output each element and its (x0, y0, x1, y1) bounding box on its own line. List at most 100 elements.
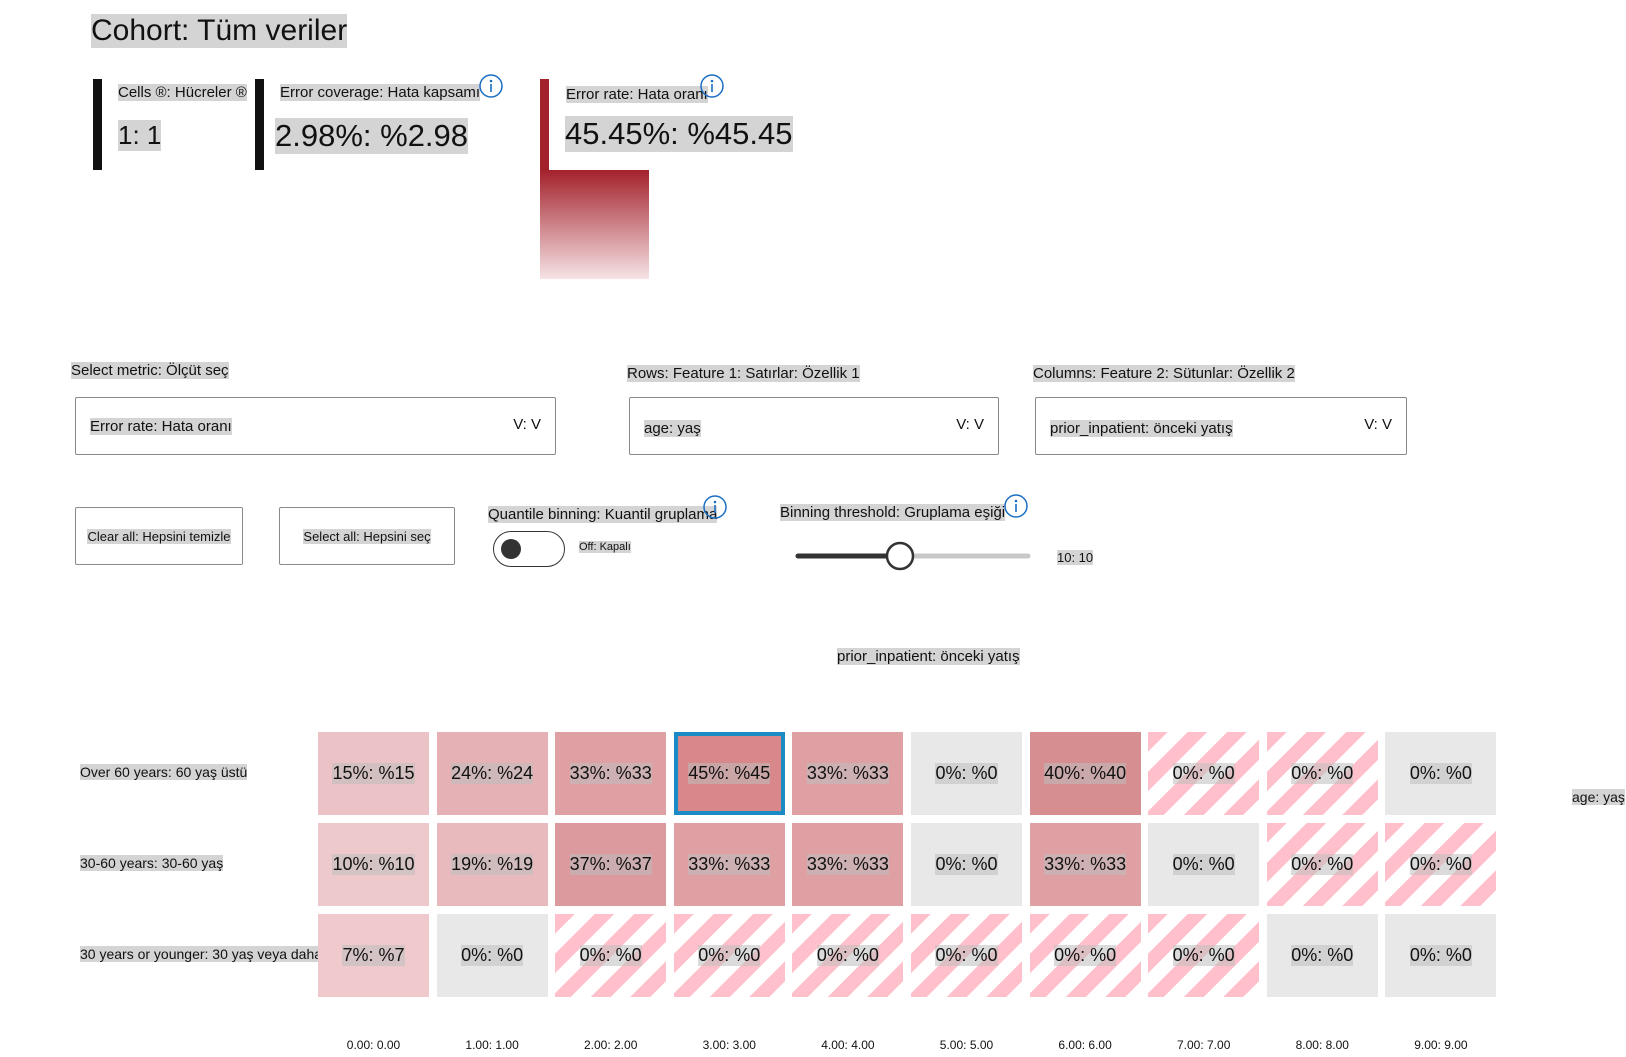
cell-text: 0%: %0 (579, 945, 642, 966)
info-icon[interactable] (699, 73, 725, 99)
rows-dropdown[interactable]: age: yaş V: V (629, 397, 999, 455)
cell-text: 0%: %0 (1409, 854, 1472, 875)
heatmap-cell[interactable]: 0%: %0 (1148, 823, 1260, 906)
toggle[interactable] (493, 531, 565, 567)
cell-text: 0%: %0 (1291, 945, 1354, 966)
column-label: 3.00: 3.00 (702, 1038, 756, 1052)
cell-text: 33%: %33 (1044, 854, 1127, 875)
column-label: 8.00: 8.00 (1295, 1038, 1349, 1052)
heatmap-cell[interactable]: 19%: %19 (436, 823, 548, 906)
heatmap-cell[interactable]: 0%: %0 (1266, 914, 1378, 997)
info-icon[interactable] (702, 494, 728, 520)
cell-text: 0%: %0 (1054, 945, 1117, 966)
cell-text: 33%: %33 (806, 854, 889, 875)
metric-value: 1: 1 (118, 120, 162, 151)
cell-text: 15%: %15 (332, 763, 415, 784)
button-label: Clear all: Hepsini temizle (87, 528, 231, 544)
column-label: 0.00: 0.00 (346, 1038, 401, 1052)
heatmap-cell[interactable]: 0%: %0 (1148, 914, 1260, 997)
heatmap-cell[interactable]: 10%: %10 (318, 823, 429, 906)
cell-text: 24%: %24 (451, 763, 534, 784)
heatmap-cell[interactable]: 15%: %15 (318, 732, 429, 815)
heatmap-cell[interactable]: 0%: %0 (1266, 732, 1378, 815)
heatmap-cell[interactable]: 45%: %45 (673, 732, 785, 815)
column-label: 5.00: 5.00 (939, 1038, 994, 1052)
metric-bar (93, 79, 102, 170)
info-icon[interactable] (478, 73, 504, 99)
heatmap-cell[interactable]: 7%: %7 (318, 914, 429, 997)
row-label: 30 years or younger: 30 yaş veya daha ge… (80, 946, 357, 962)
cell-text: 37%: %37 (569, 854, 652, 875)
heatmap-cell[interactable]: 0%: %0 (1029, 914, 1141, 997)
heatmap-cell[interactable]: 33%: %33 (792, 823, 904, 906)
heatmap-cell[interactable]: 33%: %33 (555, 732, 667, 815)
heatmap-cell[interactable]: 0%: %0 (1385, 732, 1497, 815)
cell-text: 10%: %10 (332, 854, 415, 875)
cell-text: 40%: %40 (1044, 763, 1127, 784)
cell-text: 0%: %0 (1409, 763, 1472, 784)
metric-bar (540, 79, 549, 170)
cell-text: 33%: %33 (569, 763, 652, 784)
clear-all-button[interactable]: Clear all: Hepsini temizle (75, 507, 243, 565)
toggle-label: Quantile binning: Kuantil gruplama (488, 506, 718, 523)
cell-text: 0%: %0 (1172, 854, 1235, 875)
metric-label: Error coverage: Hata kapsamı (280, 84, 481, 101)
heatmap-cell[interactable]: 0%: %0 (1385, 823, 1497, 906)
metric-bar (255, 79, 264, 170)
cell-text: 45%: %45 (688, 763, 771, 784)
cell-text: 0%: %0 (816, 945, 879, 966)
cell-text: 0%: %0 (1291, 854, 1354, 875)
column-label: 4.00: 4.00 (821, 1038, 875, 1052)
row-label: 30-60 years: 30-60 yaş (80, 855, 224, 871)
heatmap-cell[interactable]: 0%: %0 (555, 914, 667, 997)
heatmap-cell[interactable]: 0%: %0 (1148, 732, 1260, 815)
heatmap-cell[interactable]: 0%: %0 (792, 914, 904, 997)
heatmap-cell[interactable]: 0%: %0 (1385, 914, 1497, 997)
column-label: 7.00: 7.00 (1176, 1038, 1231, 1052)
heatmap-cell[interactable]: 0%: %0 (911, 914, 1022, 997)
info-icon[interactable] (1003, 493, 1029, 519)
heatmap-cell[interactable]: 0%: %0 (911, 732, 1022, 815)
heatmap-cell[interactable]: 37%: %37 (555, 823, 667, 906)
heatmap-cell[interactable]: 24%: %24 (436, 732, 548, 815)
select-all-button[interactable]: Select all: Hepsini seç (279, 507, 455, 565)
dropdown-label: Rows: Feature 1: Satırlar: Özellik 1 (627, 365, 860, 382)
heatmap-cell[interactable]: 0%: %0 (673, 914, 785, 997)
heatmap-cell[interactable]: 33%: %33 (673, 823, 785, 906)
cell-text: 0%: %0 (698, 945, 761, 966)
row-feature: age: yaş (1572, 789, 1625, 805)
chevron: V: V (513, 416, 541, 433)
cell-text: 0%: %0 (461, 945, 524, 966)
dropdown-value: Error rate: Hata oranı (90, 418, 232, 435)
cohort-title: Cohort: Tüm veriler (91, 14, 348, 48)
heatmap-cell[interactable]: 33%: %33 (792, 732, 904, 815)
cell-text: 0%: %0 (935, 854, 998, 875)
cell-text: 33%: %33 (806, 763, 889, 784)
heatmap-cell[interactable]: 33%: %33 (1029, 823, 1141, 906)
cell-text: 0%: %0 (935, 945, 998, 966)
heatmap-cell[interactable]: 40%: %40 (1029, 732, 1141, 815)
column-label: 6.00: 6.00 (1058, 1038, 1112, 1052)
cell-text: 0%: %0 (1172, 763, 1235, 784)
chevron: V: V (1364, 416, 1392, 433)
column-label: 2.00: 2.00 (583, 1038, 638, 1052)
toggle-knob (501, 539, 521, 559)
cell-text: 7%: %7 (342, 945, 405, 966)
column-label: 9.00: 9.00 (1414, 1038, 1468, 1052)
columns-dropdown[interactable]: prior_inpatient: önceki yatış V: V (1035, 397, 1407, 455)
slider[interactable] (790, 538, 1040, 574)
column-label: 1.00: 1.00 (465, 1038, 519, 1052)
heatmap-cell[interactable]: 0%: %0 (911, 823, 1022, 906)
column-feature: prior_inpatient: önceki yatış (837, 648, 1020, 665)
cell-text: 0%: %0 (935, 763, 998, 784)
heatmap-cell[interactable]: 0%: %0 (1266, 823, 1378, 906)
row-label: Over 60 years: 60 yaş üstü (80, 764, 248, 780)
metric-dropdown[interactable]: Error rate: Hata oranı V: V (75, 397, 556, 455)
cell-text: 0%: %0 (1291, 763, 1354, 784)
heatmap-cell[interactable]: 0%: %0 (436, 914, 548, 997)
dropdown-label: Columns: Feature 2: Sütunlar: Özellik 2 (1033, 365, 1295, 382)
chevron: V: V (956, 416, 984, 433)
cell-text: 0%: %0 (1172, 945, 1235, 966)
